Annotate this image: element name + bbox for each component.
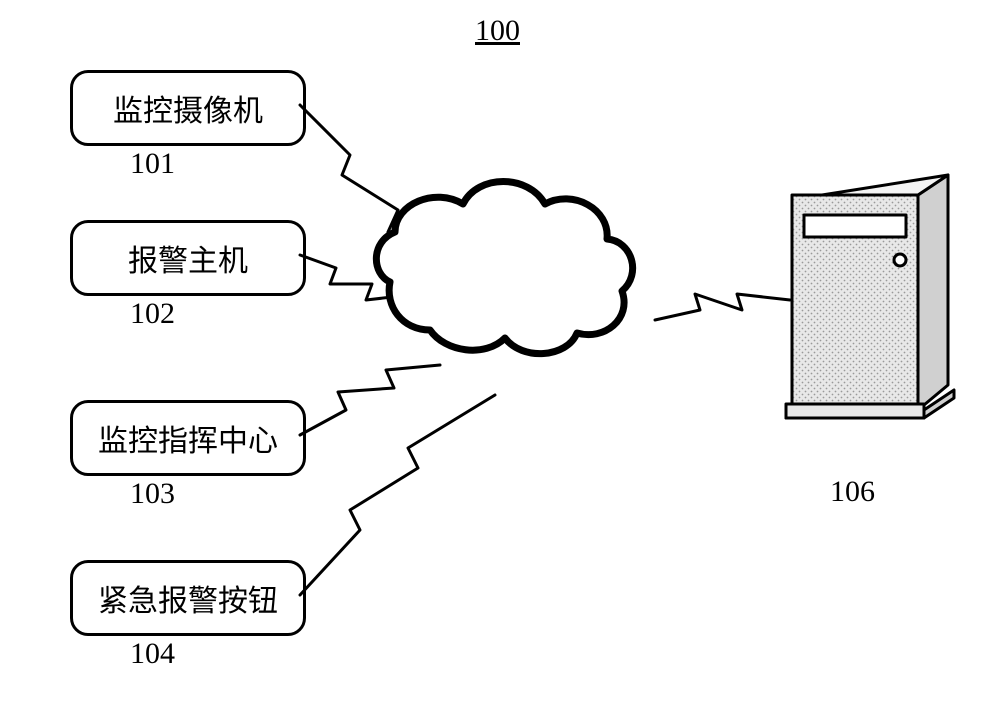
- node-ref: 102: [130, 297, 175, 331]
- link-103: [300, 365, 440, 435]
- node-command-center: 监控指挥中心: [70, 400, 306, 476]
- node-alarm-host: 报警主机: [70, 220, 306, 296]
- node-label: 监控摄像机: [113, 86, 263, 130]
- server-ref: 106: [830, 475, 875, 509]
- node-emergency-button: 紧急报警按钮: [70, 560, 306, 636]
- node-ref: 104: [130, 637, 175, 671]
- node-ref: 101: [130, 147, 175, 181]
- node-label: 报警主机: [128, 236, 248, 280]
- link-101: [300, 105, 452, 250]
- link-102: [300, 255, 410, 300]
- link-104: [300, 395, 495, 595]
- node-camera: 监控摄像机: [70, 70, 306, 146]
- link-group: [300, 105, 790, 595]
- link-cloud-server: [655, 294, 790, 320]
- node-label: 紧急报警按钮: [98, 576, 278, 620]
- server-icon: [786, 175, 954, 418]
- node-ref: 103: [130, 477, 175, 511]
- diagram-canvas: 100 监控摄像机 101 报警主机 102 监控指挥中心 103 紧急报警按钮…: [0, 0, 1000, 723]
- node-label: 监控指挥中心: [98, 416, 278, 460]
- cloud-ref: 105: [498, 300, 543, 334]
- diagram-title: 100: [475, 14, 520, 48]
